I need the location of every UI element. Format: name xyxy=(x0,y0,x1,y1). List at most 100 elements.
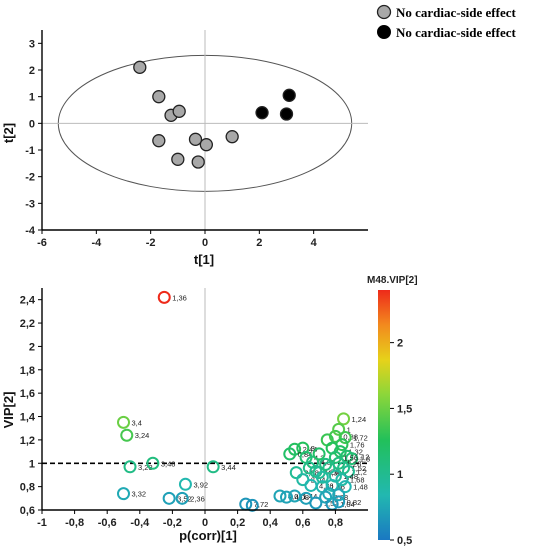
colorbar-tick-label: 1,5 xyxy=(397,403,412,415)
vip-point-label: 2,36 xyxy=(190,494,205,503)
score-point-grey xyxy=(199,138,214,152)
vip-point-label: 1 xyxy=(347,425,351,434)
score-plot-x-label: t[1] xyxy=(194,252,214,267)
score-x-tick-label: 2 xyxy=(256,237,262,249)
vip-y-tick-label: 2 xyxy=(29,341,35,353)
vip-point-label: 1,24 xyxy=(352,415,367,424)
vip-point-label: 3,28 xyxy=(138,463,153,472)
legend-marker-black xyxy=(377,25,391,39)
vip-y-tick-label: 1,2 xyxy=(20,435,35,447)
vip-point xyxy=(332,495,346,509)
vip-point xyxy=(146,456,160,470)
vip-point-label: 7,72 xyxy=(254,500,269,509)
vip-plot-ticks: -1 -0,8 -0,6 -0,4 -0,2 0 0,2 0,4 0,6 0,8 0,6 0,8 1 1,… xyxy=(20,295,343,529)
vip-plot: -1 -0,8 -0,6 -0,4 -0,2 0 0,2 0,4 0,6 0,80,60,811,… xyxy=(1,288,370,543)
vip-point-label: 4,08 xyxy=(295,493,310,502)
vip-point-label: 1,36 xyxy=(172,293,187,302)
vip-point xyxy=(325,478,339,492)
vip-y-tick-label: 0,6 xyxy=(20,505,35,517)
score-x-tick-label: -6 xyxy=(37,237,47,249)
vip-point-label: 0,82 xyxy=(347,498,362,507)
vip-x-tick-label: 0,8 xyxy=(328,517,343,529)
score-x-tick-label: -2 xyxy=(146,237,156,249)
vip-point xyxy=(315,470,329,484)
score-y-tick-label: 2 xyxy=(29,65,35,77)
vip-x-tick-label: 0,2 xyxy=(230,517,245,529)
vip-point-label: 1,48 xyxy=(343,472,358,481)
vip-point-label: 3,48 xyxy=(161,459,176,468)
colorbar-tick-label: 0,5 xyxy=(397,535,412,547)
vip-point xyxy=(175,491,189,505)
vip-point-label: 3,44 xyxy=(221,463,236,472)
vip-point xyxy=(338,431,352,445)
vip-point xyxy=(283,447,297,461)
vip-point xyxy=(206,460,220,474)
vip-y-tick-label: 1,4 xyxy=(20,412,36,424)
score-y-tick-label: -1 xyxy=(25,145,35,157)
vip-x-tick-label: 0,6 xyxy=(295,517,310,529)
vip-y-tick-label: 1,8 xyxy=(20,365,35,377)
vip-point xyxy=(157,290,171,304)
vip-x-tick-label: -0,4 xyxy=(130,517,150,529)
score-point-black xyxy=(282,88,296,102)
vip-point xyxy=(162,491,176,505)
vip-point-label: 1,44 xyxy=(303,492,318,501)
vip-point-label: 1,8 xyxy=(360,455,370,464)
vip-point xyxy=(117,415,130,429)
vip-point xyxy=(322,487,336,501)
score-y-tick-label: 1 xyxy=(29,92,35,104)
score-point-grey xyxy=(191,155,205,169)
score-x-tick-label: 0 xyxy=(202,237,208,249)
vip-point-label: 1,2 xyxy=(356,467,366,476)
vip-point-label: 4,04 xyxy=(288,492,303,501)
vip-point-label: 1,56 xyxy=(343,453,358,462)
vip-point-label: 1,52 xyxy=(324,499,339,508)
vip-point xyxy=(178,477,192,491)
colorbar-title: M48.VIP[2] xyxy=(367,275,418,286)
vip-point-label: 3,52 xyxy=(177,494,192,503)
vip-point xyxy=(117,487,130,501)
vip-point xyxy=(332,422,346,436)
legend: No cardiac-side effect No cardiac-side e… xyxy=(376,4,517,40)
vip-x-tick-label: -0,8 xyxy=(65,517,84,529)
score-y-tick-label: -2 xyxy=(25,172,35,184)
vip-point xyxy=(319,457,333,471)
vip-point-label: 3,4 xyxy=(132,418,142,427)
colorbar-tick-label: 1 xyxy=(397,469,403,481)
vip-point xyxy=(309,496,323,510)
score-y-tick-label: -3 xyxy=(25,198,35,210)
colorbar-ticks: 0,5 1 1,5 2 xyxy=(390,338,412,547)
vip-point xyxy=(345,452,359,466)
vip-point xyxy=(120,428,134,442)
score-y-tick-label: 3 xyxy=(29,38,35,50)
vip-point xyxy=(245,498,259,512)
vip-point-label: 4,2 xyxy=(314,453,324,462)
colorbar-tick-label: 2 xyxy=(397,338,403,350)
vip-point-label: 0,84 xyxy=(298,450,313,459)
vip-x-tick-label: 0,4 xyxy=(263,517,279,529)
vip-point xyxy=(289,466,303,480)
vip-y-tick-label: 2,2 xyxy=(20,318,35,330)
score-point-black xyxy=(279,107,294,121)
vip-point xyxy=(322,461,336,475)
vip-point-label: 3,92 xyxy=(193,480,208,489)
vip-point xyxy=(335,473,349,487)
legend-label-grey: No cardiac-side effect xyxy=(396,5,517,20)
vip-point-label: 2,44 xyxy=(303,445,318,454)
score-x-tick-label: -4 xyxy=(91,237,102,249)
vip-x-tick-label: -1 xyxy=(37,517,47,529)
vip-point-label: 3,32 xyxy=(132,490,147,499)
vip-point xyxy=(319,490,333,504)
vip-x-tick-label: -0,2 xyxy=(163,517,182,529)
vip-point xyxy=(338,480,352,494)
vip-plot-points: 1,36 3,4 3,24 3,28 3,48 3,44 3,92 3,32 3,522,36 7… xyxy=(117,290,370,512)
vip-point xyxy=(302,461,316,475)
legend-label-black: No cardiac-side effect xyxy=(396,25,517,40)
vip-point xyxy=(273,489,287,503)
vip-y-tick-label: 1 xyxy=(29,458,35,470)
vip-point-label: 3 xyxy=(311,444,315,453)
vip-point-label: 1,32 xyxy=(348,448,363,457)
